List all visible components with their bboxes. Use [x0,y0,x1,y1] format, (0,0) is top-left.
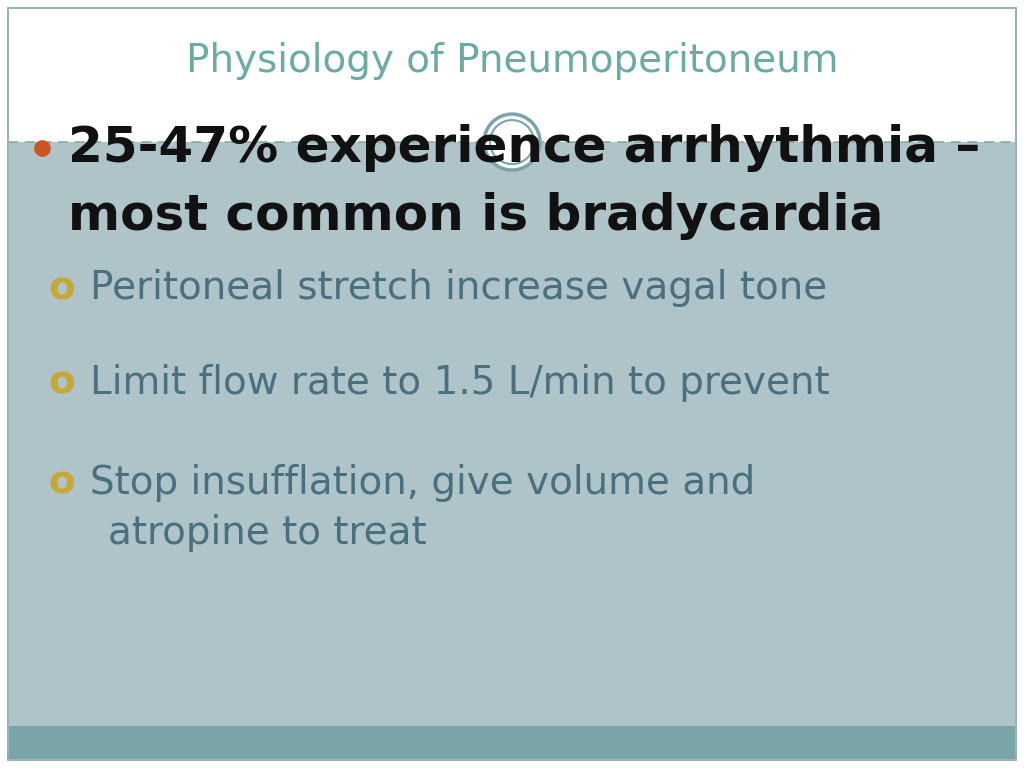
Text: Limit flow rate to 1.5 L/min to prevent: Limit flow rate to 1.5 L/min to prevent [90,364,829,402]
Bar [8,0,1016,142]
Text: o: o [49,269,76,307]
Text: Physiology of Pneumoperitoneum: Physiology of Pneumoperitoneum [185,42,839,80]
Text: o: o [49,364,76,402]
Text: atropine to treat: atropine to treat [108,514,427,552]
Text: Peritoneal stretch increase vagal tone: Peritoneal stretch increase vagal tone [90,269,827,307]
Text: 25-47% experience arrhythmia –: 25-47% experience arrhythmia – [68,124,980,172]
Text: Stop insufflation, give volume and: Stop insufflation, give volume and [90,464,756,502]
Text: o: o [49,464,76,502]
Bar [8,142,1016,726]
Circle shape [484,114,540,170]
Text: most common is bradycardia: most common is bradycardia [68,192,884,240]
Bar [8,726,1016,760]
